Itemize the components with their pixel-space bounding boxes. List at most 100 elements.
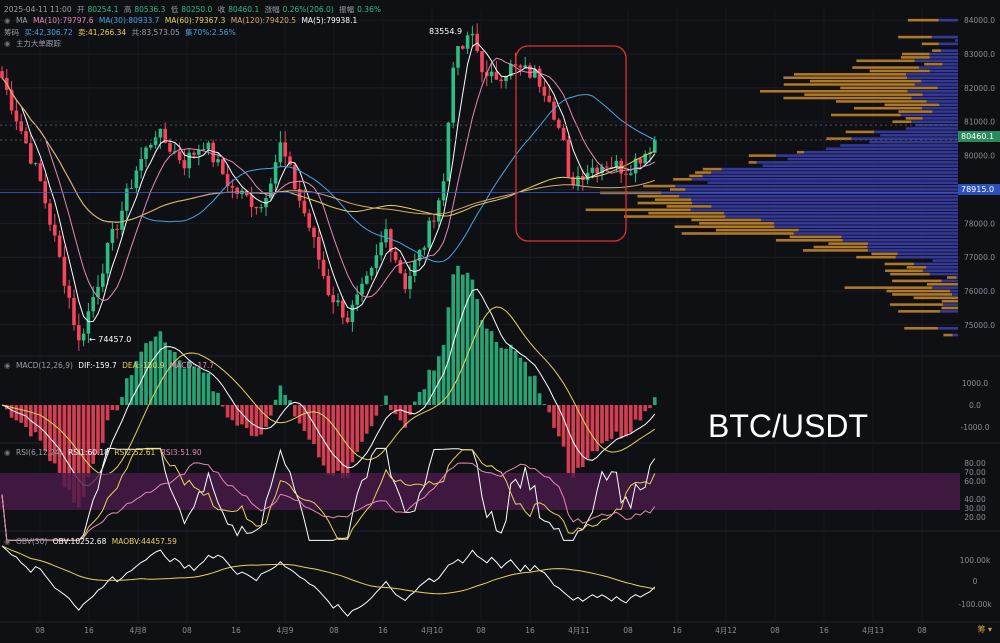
candle-body <box>110 228 115 243</box>
profile-buy-bar <box>898 110 933 113</box>
profile-sell-bar <box>914 59 958 63</box>
macd-histogram-bar <box>201 372 206 405</box>
profile-buy-bar <box>831 113 901 117</box>
candle-body <box>192 152 196 155</box>
profile-buy-bar <box>943 333 953 337</box>
macd-histogram-bar <box>341 405 345 479</box>
profile-buy-bar <box>921 42 939 46</box>
candle-body <box>638 158 643 164</box>
profile-buy-bar <box>759 89 908 93</box>
candle-body <box>331 295 335 303</box>
candle-body <box>374 255 379 269</box>
profile-buy-bar <box>793 73 907 76</box>
candle-body <box>293 164 297 190</box>
macd-histogram-bar <box>629 405 633 433</box>
profile-buy-bar <box>854 106 922 110</box>
candle-body <box>38 163 43 182</box>
x-tick-label: 08 <box>623 626 633 635</box>
y-tick-label: 80000.0 <box>964 152 995 161</box>
macd-histogram-bar <box>38 405 43 441</box>
candle-body <box>302 200 307 214</box>
profile-buy-bar <box>802 249 868 252</box>
chip-toggle-button[interactable]: 筹 ▾ <box>977 625 992 634</box>
macd-histogram-bar <box>168 350 172 405</box>
candle-body <box>461 46 465 49</box>
macd-histogram-bar <box>384 395 388 405</box>
candle-body <box>446 122 451 182</box>
candle-body <box>182 160 187 169</box>
profile-sell-bar <box>939 103 958 107</box>
chip-concentration: 集70%:2.56% <box>185 28 236 37</box>
profile-sell-bar <box>956 276 958 279</box>
macd-histogram-bar <box>321 405 326 466</box>
macd-histogram-bar <box>91 405 95 464</box>
macd-histogram-bar <box>129 375 134 405</box>
profile-buy-bar <box>926 282 958 286</box>
eye-icon[interactable]: ◉ <box>4 361 11 370</box>
profile-sell-bar <box>840 144 958 147</box>
candle-body <box>153 137 158 145</box>
macd-histogram-bar <box>77 405 81 508</box>
candle-body <box>571 176 575 186</box>
profile-buy-bar <box>845 130 874 134</box>
profile-sell-bar <box>938 42 958 46</box>
macd-histogram-bar <box>221 405 225 407</box>
candle-body <box>81 333 86 341</box>
profile-sell-bar <box>941 279 958 283</box>
y-tick-label: 83000.0 <box>964 50 995 59</box>
profile-sell-bar <box>756 161 958 164</box>
profile-buy-bar <box>869 69 930 73</box>
candle-body <box>499 79 503 82</box>
macd-dea: DEA:-150.9 <box>122 361 165 370</box>
profile-sell-bar <box>661 191 958 195</box>
candles <box>0 23 657 351</box>
macd-histogram-bar <box>513 350 518 405</box>
x-tick-label: 16 <box>525 626 535 635</box>
candle-body <box>341 300 345 318</box>
macd-histogram-bar <box>57 405 62 473</box>
macd-tick-label: -1000.0 <box>961 423 990 432</box>
candle-body <box>120 210 124 230</box>
macd-histogram-bar <box>96 405 100 455</box>
eye-icon[interactable]: ◉ <box>4 16 11 25</box>
profile-sell-bar <box>929 52 958 56</box>
candle-body <box>605 166 609 168</box>
profile-buy-bar <box>783 83 915 86</box>
profile-buy-bar <box>941 299 958 303</box>
profile-sell-bar <box>921 106 958 110</box>
eye-icon[interactable]: ◉ <box>4 448 11 457</box>
macd-histogram-bar <box>379 405 383 406</box>
profile-buy-bar <box>637 194 680 198</box>
macd-histogram-bar <box>547 405 551 413</box>
maobv-value: MAOBV:44457.59 <box>111 537 177 546</box>
eye-icon[interactable]: ◉ <box>4 537 11 546</box>
high-annotation: 83554.9 <box>429 27 463 36</box>
candle-body <box>57 235 62 257</box>
rsi-tick-label: 60.00 <box>964 477 986 486</box>
macd-histogram-bar <box>494 341 499 405</box>
macd-histogram-bar <box>153 336 158 405</box>
macd-histogram-bar <box>600 405 604 444</box>
eye-icon[interactable]: ◉ <box>4 39 11 48</box>
candle-body <box>230 186 235 188</box>
x-tick-label: 4月11 <box>568 626 590 635</box>
profile-sell-bar <box>931 35 958 39</box>
candle-body <box>177 151 182 161</box>
candle-body <box>427 220 431 248</box>
candle-body <box>576 176 580 186</box>
macd-histogram-bar <box>235 405 239 426</box>
candle-body <box>408 275 412 290</box>
profile-buy-bar <box>637 201 693 205</box>
macd-tick-label: 1000.0 <box>962 379 988 388</box>
rsi-tick-label: 20.00 <box>964 513 986 522</box>
last-price-tag: 80460.1 <box>958 131 1000 142</box>
x-tick-label: 16 <box>84 626 94 635</box>
profile-sell-bar <box>937 326 958 330</box>
profile-buy-bar <box>902 52 930 56</box>
profile-sell-bar <box>922 93 958 96</box>
candle-body <box>211 142 215 163</box>
x-tick-label: 16 <box>672 626 682 635</box>
profile-sell-bar <box>690 208 958 212</box>
candle-body <box>62 256 67 286</box>
